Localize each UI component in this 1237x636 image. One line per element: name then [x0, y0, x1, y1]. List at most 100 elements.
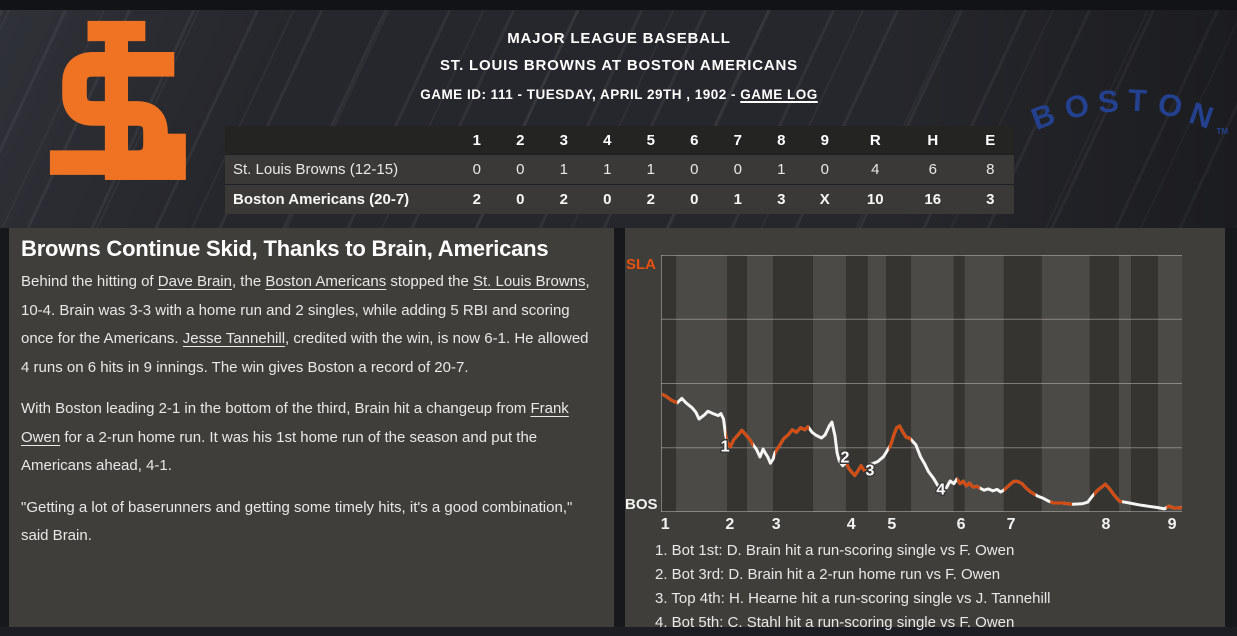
article-text: With Boston leading 2-1 in the bottom of…	[21, 400, 531, 417]
score-cell: 4	[871, 161, 880, 178]
league-title: MAJOR LEAGUE BASEBALL	[507, 30, 731, 47]
score-cell: 0	[516, 191, 525, 208]
event-legend-item: 2. Bot 3rd: D. Brain hit a 2-run home ru…	[655, 566, 1001, 583]
score-cell: 3	[559, 131, 568, 149]
win-probability-chart: 1 23 4	[661, 255, 1182, 512]
article-paragraph: "Getting a lot of baserunners and gettin…	[21, 494, 600, 551]
score-cell: X	[819, 191, 830, 208]
boston-logo-letter: T	[1127, 82, 1148, 119]
score-cell: 6	[690, 131, 699, 149]
bottom-strip	[0, 627, 1237, 636]
inning-tick-label: 9	[1167, 516, 1177, 533]
article-paragraph: With Boston leading 2-1 in the bottom of…	[21, 395, 600, 481]
article-text: stopped the	[386, 273, 473, 290]
score-cell: 8	[777, 131, 786, 149]
game-info-text: GAME ID: 111 - TUESDAY, APRIL 29TH , 190…	[420, 87, 741, 102]
linescore-header-row: 1 2 3 4 5 6 7 8 9 R H E	[225, 126, 1014, 154]
score-cell: 5	[646, 131, 655, 149]
team-name-cell: Boston Americans (20-7)	[233, 191, 410, 208]
inning-tick-label: 2	[725, 516, 735, 533]
score-cell: E	[985, 131, 996, 149]
score-cell: 1	[777, 161, 786, 178]
boston-logo-letter: O	[1061, 86, 1093, 127]
article-link[interactable]: Boston Americans	[265, 273, 387, 290]
inning-tick-label: 1	[660, 516, 670, 533]
score-cell: 1	[472, 131, 481, 149]
article-text: , credited with the win, is now 6-1. He …	[21, 330, 589, 376]
inning-tick-label: 8	[1101, 516, 1111, 533]
score-cell: 0	[690, 161, 699, 178]
home-team-axis-label: BOS	[625, 496, 658, 513]
boston-logo-letter: B	[1026, 96, 1060, 137]
inning-tick-label: 3	[771, 516, 781, 533]
score-cell: 2	[646, 191, 655, 208]
linescore-team-row: Boston Americans (20-7) 2 0 2 0 2 0 1 3 X 10 16 3	[225, 185, 1014, 214]
score-cell: H	[927, 131, 939, 149]
article-text: , the	[231, 273, 266, 290]
game-info-line: GAME ID: 111 - TUESDAY, APRIL 29TH , 190…	[225, 87, 1013, 102]
top-strip	[0, 0, 1237, 10]
score-cell: 1	[646, 161, 655, 178]
header-background	[0, 10, 1237, 228]
boston-logo-tm: TM	[1216, 127, 1228, 136]
score-cell: 6	[928, 161, 937, 178]
chart-event-legend: 1. Bot 1st: D. Brain hit a run-scoring s…	[655, 539, 1051, 635]
article-body: Behind the hitting of Dave Brain, the Bo…	[21, 268, 600, 551]
score-cell: 0	[690, 191, 699, 208]
st-louis-browns-logo	[49, 20, 186, 180]
score-cell: 9	[820, 131, 829, 149]
score-cell: 2	[559, 191, 568, 208]
inning-tick-label: 7	[1006, 516, 1016, 533]
score-cell: 2	[516, 131, 525, 149]
score-cell: R	[869, 131, 881, 149]
team-name-cell: St. Louis Browns (12-15)	[233, 161, 399, 178]
article-text: , 10-4. Brain was 3-3 with a home run an…	[21, 273, 590, 347]
article-link[interactable]: St. Louis Browns	[472, 273, 586, 290]
inning-tick-label: 4	[846, 516, 856, 533]
matchup-title: ST. LOUIS BROWNS AT BOSTON AMERICANS	[440, 57, 798, 74]
score-cell: 0	[603, 191, 612, 208]
article-text: for a 2-run home run. It was his 1st hom…	[21, 428, 538, 475]
score-cell: 0	[733, 161, 742, 178]
game-log-link[interactable]: GAME LOG	[740, 87, 818, 102]
boston-logo-letter: N	[1185, 95, 1218, 136]
linescore-table: 1 2 3 4 5 6 7 8 9 R H E St. Louis Browns (12-15) 0 0 1 1…	[225, 126, 1014, 214]
event-marker: 4	[936, 482, 945, 499]
score-cell: 1	[733, 191, 742, 208]
article-headline: Browns Continue Skid, Thanks to Brain, A…	[21, 236, 549, 261]
score-cell: 0	[516, 161, 525, 178]
boston-logo-letter: S	[1096, 83, 1121, 120]
boston-logo-letter: O	[1154, 86, 1186, 125]
score-cell: 16	[924, 191, 942, 208]
score-cell: 2	[472, 191, 481, 208]
linescore-team-row: St. Louis Browns (12-15) 0 0 1 1 1 0 0 1 0 4 6 8	[225, 155, 1014, 184]
score-cell: 3	[986, 191, 995, 208]
event-marker: 2	[840, 450, 849, 467]
score-cell: 4	[603, 131, 612, 149]
article-text: "Getting a lot of baserunners and gettin…	[21, 498, 573, 545]
event-marker: 1	[721, 439, 730, 456]
score-cell: 0	[820, 161, 829, 178]
score-cell: 1	[559, 161, 568, 178]
inning-tick-label: 6	[956, 516, 966, 533]
article-paragraph: Behind the hitting of Dave Brain, the Bo…	[21, 268, 600, 382]
score-cell: 0	[472, 161, 481, 178]
article-link[interactable]: Dave Brain	[157, 273, 232, 290]
score-cell: 10	[866, 191, 884, 208]
inning-tick-label: 5	[887, 516, 897, 533]
event-legend-item: 1. Bot 1st: D. Brain hit a run-scoring s…	[655, 542, 1015, 559]
event-marker: 3	[865, 463, 874, 480]
article-link[interactable]: Frank Owen	[21, 400, 569, 446]
recap-article-panel: Browns Continue Skid, Thanks to Brain, A…	[9, 228, 614, 627]
event-legend-item: 3. Top 4th: H. Hearne hit a run-scoring …	[655, 590, 1051, 607]
score-cell: 3	[777, 191, 786, 208]
score-cell: 8	[986, 161, 995, 178]
score-cell: 7	[733, 131, 742, 149]
event-legend-item: 4. Bot 5th: C. Stahl hit a run-scoring s…	[655, 614, 1015, 631]
score-cell: 1	[603, 161, 612, 178]
article-link[interactable]: Jesse Tannehill	[182, 330, 286, 347]
article-text: Behind the hitting of	[21, 273, 158, 290]
boston-americans-logo: B O S T O N TM	[1026, 74, 1228, 140]
away-team-axis-label: SLA	[626, 256, 656, 273]
